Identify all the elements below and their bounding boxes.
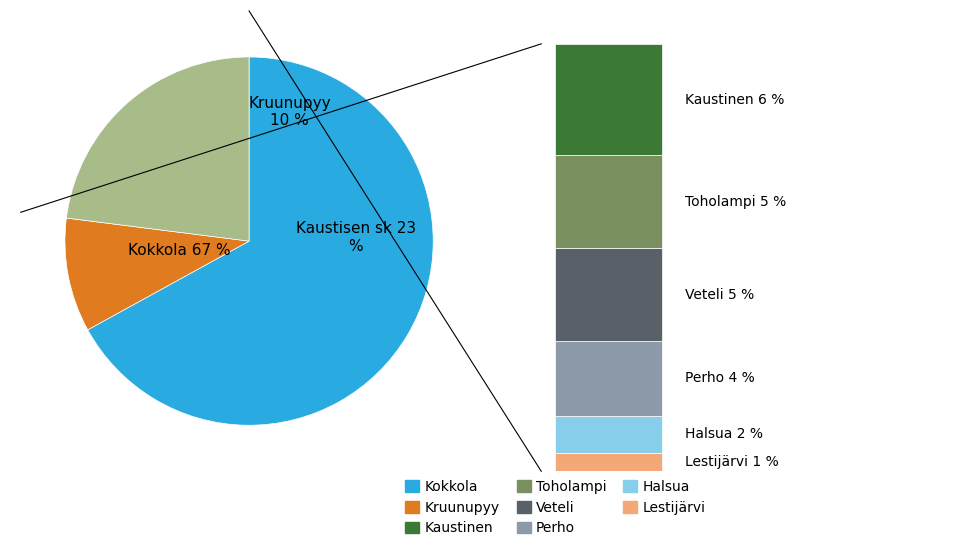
Text: Lestijärvi 1 %: Lestijärvi 1 % (685, 455, 779, 469)
Text: Kaustinen 6 %: Kaustinen 6 % (685, 93, 785, 107)
Bar (555, 248, 662, 341)
Text: Kaustisen sk 23
%: Kaustisen sk 23 % (296, 221, 416, 254)
Text: Kruunupyy
10 %: Kruunupyy 10 % (248, 96, 331, 128)
Bar (555, 341, 662, 415)
Text: Perho 4 %: Perho 4 % (685, 372, 755, 385)
Text: Veteli 5 %: Veteli 5 % (685, 288, 754, 302)
Text: Toholampi 5 %: Toholampi 5 % (685, 195, 787, 209)
Wedge shape (88, 57, 433, 425)
Wedge shape (65, 218, 249, 330)
Text: Kokkola 67 %: Kokkola 67 % (127, 243, 231, 258)
Wedge shape (66, 57, 249, 241)
Text: Halsua 2 %: Halsua 2 % (685, 427, 763, 441)
Bar (555, 155, 662, 248)
Legend: Kokkola, Kruunupyy, Kaustinen, Toholampi, Veteli, Perho, Halsua, Lestijärvi: Kokkola, Kruunupyy, Kaustinen, Toholampi… (399, 474, 712, 541)
Bar (555, 44, 662, 155)
Bar (555, 453, 662, 471)
Bar (555, 415, 662, 453)
